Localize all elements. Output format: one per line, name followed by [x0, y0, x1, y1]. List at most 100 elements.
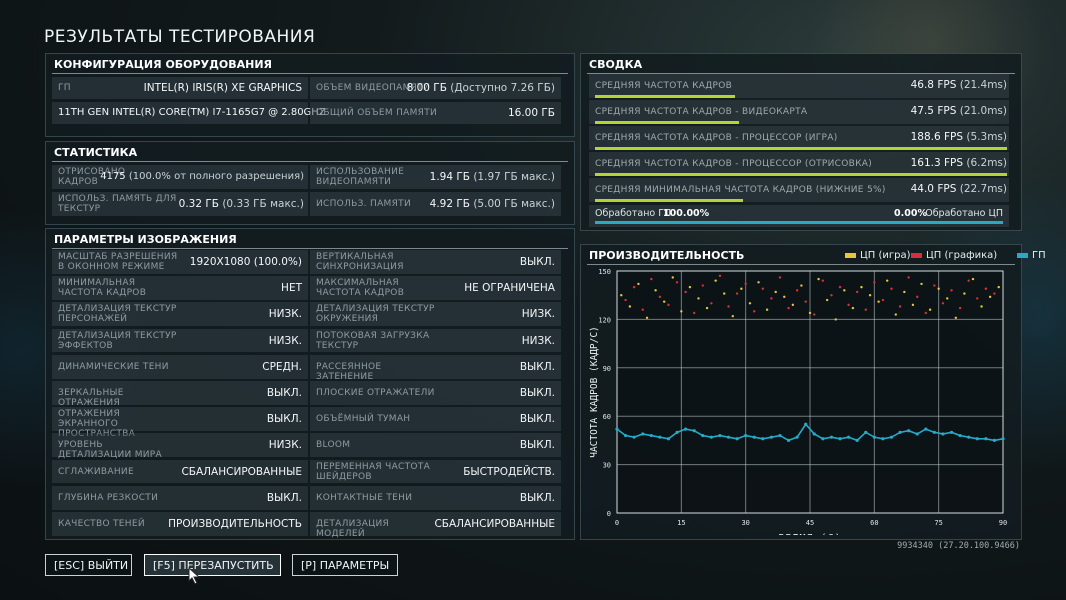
hardware-row-cpu: 11TH GEN INTEL(R) CORE(TM) I7-1165G7 @ 2…	[52, 102, 326, 124]
x-tick-label: 45	[806, 519, 814, 527]
vram-usage-max: (1.97 ГБ макс.)	[473, 171, 555, 183]
summary-panel-title: СВОДКА	[587, 57, 1015, 74]
data-point	[628, 305, 632, 308]
summary-ms: (21.0ms)	[959, 105, 1007, 117]
legend-label: ЦП (графика)	[926, 250, 998, 261]
settings-row: КАЧЕСТВО ТЕНЕЙ ПРОИЗВОДИТЕЛЬНОСТЬ	[52, 512, 308, 536]
data-point	[637, 282, 640, 286]
exit-button[interactable]: [ESC] ВЫЙТИ	[45, 554, 132, 576]
data-point	[890, 287, 893, 290]
vram-usage-label: ИСПОЛЬЗОВАНИЕ ВИДЕОПАМЯТИ	[316, 167, 405, 187]
frames-value: 4175 (100.0% от полного разрешения)	[100, 171, 304, 182]
setting-value: НИЗК.	[268, 308, 302, 321]
data-point	[843, 289, 846, 292]
params-button[interactable]: [P] ПАРАМЕТРЫ	[292, 554, 398, 576]
data-point	[783, 295, 786, 299]
series-0	[620, 276, 1000, 321]
data-point	[680, 310, 683, 313]
setting-value: НЕ ОГРАНИЧЕНА	[464, 282, 555, 295]
series-2	[615, 422, 1005, 442]
stats-panel: СТАТИСТИКА ОТРИСОВАНО КАДРОВ 4175 (100.0…	[45, 141, 575, 225]
data-point	[675, 281, 679, 284]
data-point	[946, 297, 949, 300]
x-tick-label: 90	[999, 519, 1007, 527]
y-tick-label: 60	[603, 413, 611, 421]
data-point	[864, 308, 867, 311]
frames-resolution: (100.0% от полного разрешения)	[128, 171, 304, 182]
settings-row: ДЕТАЛИЗАЦИЯ МОДЕЛЕЙ СБАЛАНСИРОВАННЫЕ	[310, 512, 561, 539]
texture-mem-amount: 0.32 ГБ	[178, 198, 219, 210]
y-tick-label: 0	[607, 510, 611, 518]
data-point	[718, 274, 722, 278]
legend-label: ЦП (игра)	[860, 250, 911, 261]
settings-row: ПОТОКОВАЯ ЗАГРУЗКА ТЕКСТУР НИЗК.	[310, 328, 561, 353]
data-point	[941, 302, 945, 305]
hardware-panel-title: КОНФИГУРАЦИЯ ОБОРУДОВАНИЯ	[52, 57, 568, 74]
data-point	[650, 277, 653, 281]
setting-label: МИНИМАЛЬНАЯ ЧАСТОТА КАДРОВ	[58, 278, 147, 299]
x-axis-label: ВРЕМЯ (С)	[778, 533, 841, 535]
data-point	[916, 295, 919, 299]
data-point	[688, 285, 692, 289]
setting-label: ПОТОКОВАЯ ЗАГРУЗКА ТЕКСТУР	[316, 330, 430, 351]
page-title: РЕЗУЛЬТАТЫ ТЕСТИРОВАНИЯ	[44, 27, 316, 47]
performance-panel-title: ПРОИЗВОДИТЕЛЬНОСТЬ ЦП (игра) ЦП (графика)…	[587, 248, 1046, 265]
vram-amount: 8.00 ГБ	[406, 82, 447, 94]
settings-row: РАССЕЯННОЕ ЗАТЕНЕНИЕ ВЫКЛ.	[310, 354, 561, 382]
setting-label: КОНТАКТНЫЕ ТЕНИ	[316, 492, 413, 503]
summary-value: 47.5 FPS (21.0ms)	[911, 105, 1007, 117]
data-point	[735, 292, 739, 295]
summary-row: СРЕДНЯЯ ЧАСТОТА КАДРОВ - ВИДЕОКАРТА 47.5 …	[589, 100, 1009, 124]
data-point	[933, 284, 936, 287]
summary-label: СРЕДНЯЯ МИНИМАЛЬНАЯ ЧАСТОТА КАДРОВ (НИЖН…	[595, 185, 886, 195]
data-point	[620, 294, 623, 297]
texture-mem-max: (0.33 ГБ макс.)	[222, 198, 304, 210]
summary-fps: 161.3 FPS	[910, 157, 964, 169]
cpu-processed-value: 0.00%	[894, 208, 927, 219]
data-point	[907, 276, 910, 279]
data-point	[838, 285, 842, 289]
setting-value: ПРОИЗВОДИТЕЛЬНОСТЬ	[168, 518, 302, 530]
data-point	[980, 305, 983, 308]
data-point	[958, 306, 962, 310]
data-point	[825, 298, 829, 302]
summary-fps: 46.8 FPS	[910, 79, 957, 91]
setting-value: ВЫКЛ.	[519, 413, 555, 426]
data-point	[830, 294, 833, 297]
data-point	[705, 306, 709, 310]
build-version: 9934340 (27.20.100.9466)	[897, 541, 1020, 551]
bound-row: Обработано ГП 100.00% 0.00% Обработано Ц…	[589, 205, 1009, 227]
restart-button[interactable]: [F5] ПЕРЕЗАПУСТИТЬ	[144, 554, 281, 576]
summary-value: 44.0 FPS (22.7ms)	[911, 183, 1007, 195]
data-point	[963, 292, 966, 295]
data-point	[778, 276, 782, 279]
y-axis-label: ЧАСТОТА КАДРОВ (КАДР/С)	[589, 326, 600, 458]
settings-row: ПЕРЕМЕННАЯ ЧАСТОТА ШЕЙДЕРОВ БЫСТРОДЕЙСТВ.	[310, 459, 561, 484]
data-point	[748, 302, 752, 305]
data-point	[911, 303, 915, 307]
data-point	[658, 295, 662, 299]
setting-value: НИЗК.	[521, 308, 555, 321]
data-point	[873, 281, 876, 284]
data-point	[693, 311, 696, 315]
setting-label: КАЧЕСТВО ТЕНЕЙ	[58, 519, 145, 529]
setting-label: УРОВЕНЬ ДЕТАЛИЗАЦИИ МИРА	[58, 440, 162, 461]
data-point	[765, 308, 769, 311]
hardware-panel: КОНФИГУРАЦИЯ ОБОРУДОВАНИЯ ГП INTEL(R) IR…	[45, 53, 575, 137]
data-point	[671, 276, 674, 279]
data-point	[898, 305, 902, 308]
data-point	[813, 313, 816, 316]
hardware-row-gpu: ГП INTEL(R) IRIS(R) XE GRAPHICS	[52, 77, 308, 99]
data-point	[744, 282, 747, 286]
data-point	[834, 318, 837, 321]
stats-row-texture-mem: ИСПОЛЬЗ. ПАМЯТЬ ДЛЯ ТЕКСТУР 0.32 ГБ (0.3…	[52, 192, 308, 216]
frames-label: ОТРИСОВАНО КАДРОВ	[58, 167, 126, 187]
mem-value: 4.92 ГБ (5.00 ГБ макс.)	[430, 198, 555, 210]
summary-value: 188.6 FPS (5.3ms)	[911, 131, 1007, 143]
data-point	[903, 290, 906, 294]
cpu-value: 11TH GEN INTEL(R) CORE(TM) I7-1165G7 @ 2…	[58, 107, 326, 118]
data-point	[937, 287, 940, 290]
texture-mem-value: 0.32 ГБ (0.33 ГБ макс.)	[179, 198, 304, 210]
settings-row: ЗЕРКАЛЬНЫЕ ОТРАЖЕНИЯ ВЫКЛ.	[52, 381, 308, 408]
vram-label: ОБЪЕМ ВИДЕОПАМЯТИ	[316, 83, 431, 93]
